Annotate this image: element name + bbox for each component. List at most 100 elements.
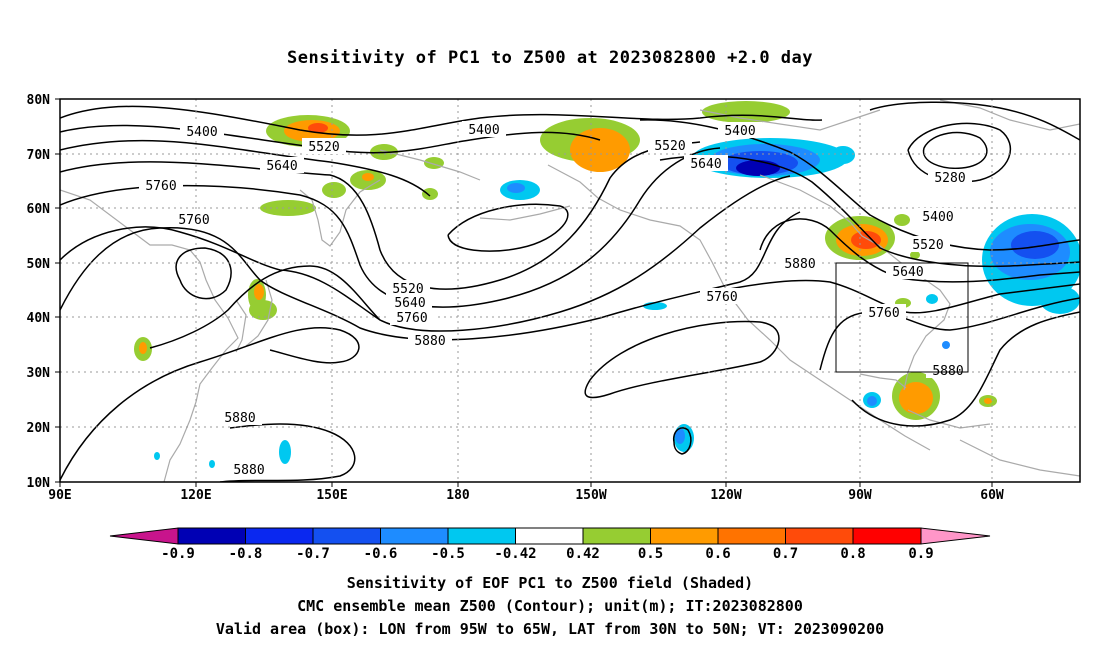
lat-label: 40N: [27, 311, 51, 326]
contour-label-box: 5520: [648, 137, 692, 154]
coastline-hudson: [759, 174, 901, 263]
contour-label-box: 5400: [718, 122, 762, 139]
contour-label-box: 5400: [180, 123, 224, 140]
coastline-asia: [60, 189, 239, 482]
contour-label: 5400: [468, 123, 499, 138]
colorbar-segment: [515, 527, 584, 545]
lat-axis-labels: 80N 70N 60N 50N 40N 30N 20N 10N: [27, 93, 51, 491]
contour-line: [584, 320, 780, 399]
colorbar: [109, 527, 991, 545]
contour-line: [175, 247, 232, 300]
contour-label-box: 5760: [390, 309, 434, 326]
contour-label-box: 5280: [928, 169, 972, 186]
coastline-japan: [245, 279, 273, 347]
contour-label: 5280: [934, 171, 965, 186]
contour-line: [149, 265, 381, 349]
contour-line: [447, 203, 569, 252]
contour-label-box: 5760: [139, 177, 183, 194]
contour-label-box: 5880: [227, 461, 271, 478]
contour-label: 5520: [912, 238, 943, 253]
lon-axis-labels: 90E 120E 150E 180 150W 120W 90W 60W: [48, 488, 1004, 503]
contour-label-box: 5520: [386, 280, 430, 297]
contour-label: 5760: [868, 306, 899, 321]
caption-line-2: CMC ensemble mean Z500 (Contour); unit(m…: [297, 597, 803, 615]
colorbar-label: -0.8: [229, 546, 263, 562]
lon-label: 90E: [48, 488, 71, 503]
colorbar-label: 0.7: [773, 546, 798, 562]
contour-label-box: 5400: [916, 208, 960, 225]
sensitivity-area: [1011, 231, 1059, 259]
contour-label: 5640: [394, 296, 425, 311]
sensitivity-area: [926, 294, 938, 304]
coastline-greenland: [939, 99, 1080, 131]
contour-label-box: 5520: [906, 236, 950, 253]
sensitivity-area: [910, 251, 920, 259]
sensitivity-area: [249, 300, 277, 320]
contour-line: [851, 311, 1080, 427]
colorbar-label: 0.42: [566, 546, 600, 562]
contour-line: [60, 211, 801, 341]
sensitivity-area: [899, 382, 933, 414]
contour-label: 5880: [224, 411, 255, 426]
contour-label-box: 5880: [218, 409, 262, 426]
map-grid: [60, 99, 1080, 482]
contour-label-box: 5640: [260, 157, 304, 174]
sensitivity-area: [894, 214, 910, 226]
contour-line: [659, 155, 1080, 268]
contour-label: 5640: [690, 157, 721, 172]
contour-line: [869, 101, 1080, 141]
sensitivity-area: [154, 452, 160, 460]
sensitivity-area: [867, 396, 877, 406]
contour-label-box: 5640: [388, 294, 432, 311]
contour-label-box: 5640: [886, 263, 930, 280]
contour-label-box: 5640: [684, 155, 728, 172]
colorbar-label: -0.7: [296, 546, 330, 562]
colorbar-segment: [852, 527, 922, 545]
sensitivity-area: [942, 341, 950, 349]
contour-label-box: 5760: [172, 211, 216, 228]
contour-label-box: 5520: [302, 138, 346, 155]
coastline-aleutians: [479, 205, 571, 221]
lat-label: 50N: [27, 257, 51, 272]
map-frame: [59, 98, 1081, 483]
contour-line: [60, 105, 823, 136]
contour-label: 5880: [784, 257, 815, 272]
figure-title: Sensitivity of PC1 to Z500 at 2023082800…: [286, 48, 813, 68]
sensitivity-area: [424, 157, 444, 169]
colorbar-high-extension: [920, 527, 991, 545]
colorbar-segment: [717, 527, 786, 545]
contour-line: [219, 423, 356, 482]
lat-label: 60N: [27, 202, 51, 217]
sensitivity-area: [279, 440, 291, 464]
sensitivity-area: [702, 101, 790, 123]
colorbar-segment: [312, 527, 381, 545]
colorbar-segment: [582, 527, 651, 545]
contour-label-box: 5880: [408, 332, 452, 349]
colorbar-label: 0.8: [840, 546, 865, 562]
lon-label: 120W: [710, 488, 741, 503]
sensitivity-area: [736, 160, 780, 176]
coastline-arctic-islands: [699, 109, 881, 131]
sensitivity-area: [422, 188, 438, 200]
contour-label-box: 5760: [862, 304, 906, 321]
colorbar-labels: -0.9 -0.8 -0.7 -0.6 -0.5 -0.42 0.42 0.5 …: [161, 546, 934, 562]
sensitivity-area: [322, 182, 346, 198]
contour-label: 5520: [392, 282, 423, 297]
contour-label-box: 5400: [462, 121, 506, 138]
coastline-siberia: [379, 149, 481, 181]
sensitivity-area: [675, 428, 685, 444]
lon-label: 150W: [575, 488, 606, 503]
lat-label: 70N: [27, 148, 51, 163]
coastline-south-america: [959, 439, 1080, 477]
lat-label: 20N: [27, 421, 51, 436]
colorbar-segment: [785, 527, 854, 545]
lon-label: 180: [446, 488, 470, 503]
contour-label: 5760: [145, 179, 176, 194]
sensitivity-area: [984, 398, 992, 404]
contour-line: [922, 131, 988, 170]
contour-label: 5760: [396, 311, 427, 326]
contour-label: 5880: [233, 463, 264, 478]
caption-line-1: Sensitivity of EOF PC1 to Z500 field (Sh…: [346, 574, 754, 592]
contour-label-box: 5880: [778, 255, 822, 272]
